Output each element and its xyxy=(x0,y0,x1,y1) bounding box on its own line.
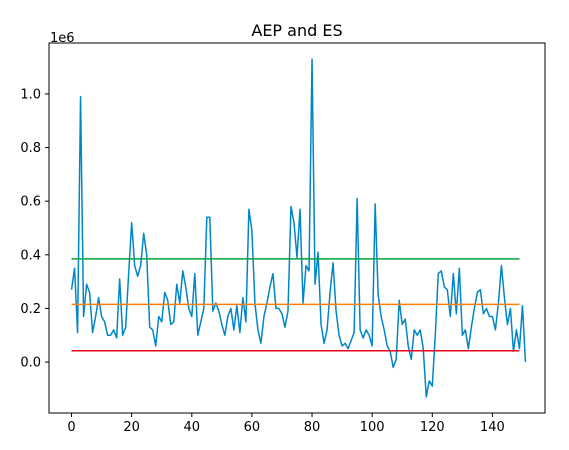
y-tick-label: 0.0 xyxy=(20,356,41,371)
y-tick-label: 0.2 xyxy=(20,302,41,317)
chart-title: AEP and ES xyxy=(251,21,342,40)
y-tick-label: 0.4 xyxy=(20,248,41,263)
x-tick-label: 40 xyxy=(184,420,201,435)
y-tick-label: 1.0 xyxy=(20,87,41,102)
plot-frame xyxy=(48,42,546,414)
x-tick-label: 100 xyxy=(360,420,385,435)
y-axis-offset-text: 1e6 xyxy=(50,31,75,46)
y-tick-label: 0.8 xyxy=(20,141,41,156)
x-tick-label: 60 xyxy=(244,420,261,435)
x-tick-label: 140 xyxy=(480,420,505,435)
series-layer xyxy=(70,58,527,398)
x-tick-label: 0 xyxy=(67,420,75,435)
y-tick-label: 0.6 xyxy=(20,195,41,210)
x-tick-label: 80 xyxy=(304,420,321,435)
series-line-0 xyxy=(70,58,527,398)
x-tick-label: 20 xyxy=(123,420,140,435)
axes-layer: 0 20 40 60 80 100 120 140 0.0 0.2 0.4 0.6 0.8 1.0 xyxy=(20,87,504,435)
x-tick-label: 120 xyxy=(420,420,445,435)
